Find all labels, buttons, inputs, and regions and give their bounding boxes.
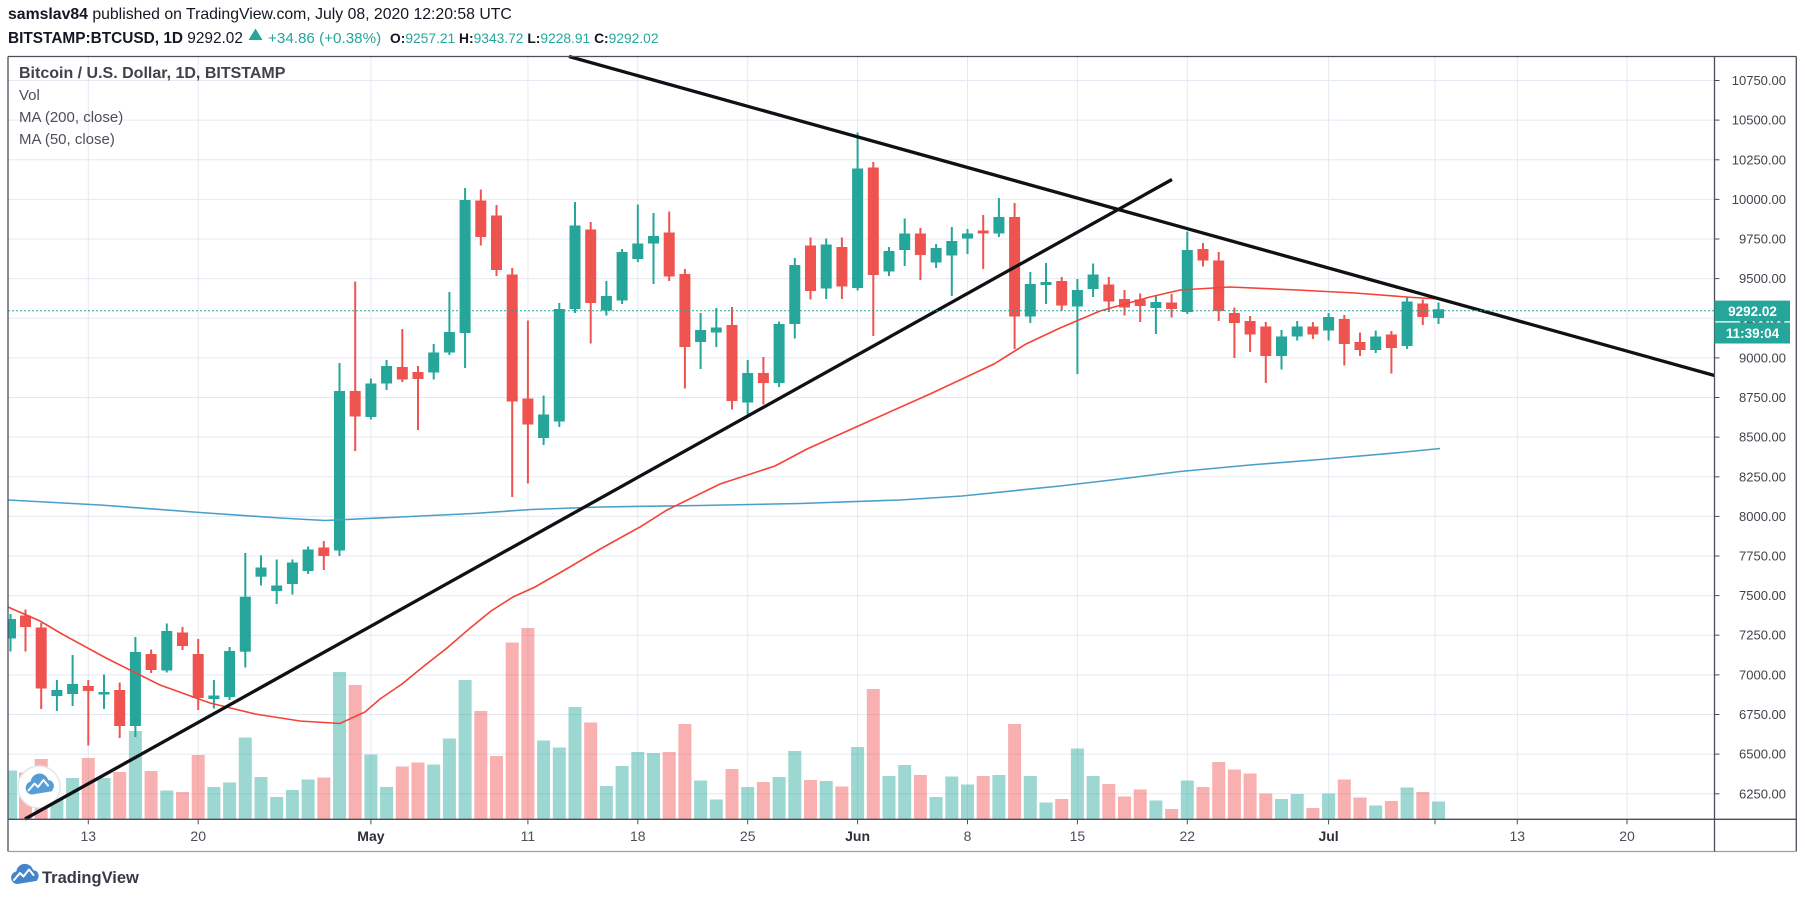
svg-text:9500.00: 9500.00 (1739, 271, 1786, 286)
svg-text:Bitcoin / U.S. Dollar, 1D, BIT: Bitcoin / U.S. Dollar, 1D, BITSTAMP (19, 65, 286, 82)
svg-text:11:39:04: 11:39:04 (1726, 326, 1780, 341)
svg-text:13: 13 (1510, 828, 1526, 844)
svg-text:10750.00: 10750.00 (1732, 73, 1786, 88)
svg-text:20: 20 (190, 828, 206, 844)
svg-text:11: 11 (521, 828, 536, 844)
svg-text:Jun: Jun (845, 828, 870, 844)
svg-text:9750.00: 9750.00 (1739, 232, 1786, 247)
svg-text:8250.00: 8250.00 (1739, 469, 1786, 484)
svg-text:9292.02: 9292.02 (1728, 304, 1777, 319)
svg-text:25: 25 (740, 828, 756, 844)
svg-text:18: 18 (630, 828, 646, 844)
svg-text:10500.00: 10500.00 (1732, 113, 1786, 128)
svg-text:20: 20 (1619, 828, 1635, 844)
svg-text:10250.00: 10250.00 (1732, 152, 1786, 167)
svg-text:7250.00: 7250.00 (1739, 628, 1786, 643)
svg-text:TradingView: TradingView (42, 869, 139, 887)
svg-text:Jul: Jul (1318, 828, 1338, 844)
svg-text:13: 13 (81, 828, 97, 844)
svg-text:+34.86 (+0.38%): +34.86 (+0.38%) (268, 30, 381, 47)
svg-text:7500.00: 7500.00 (1739, 588, 1786, 603)
svg-text:O:9257.21 H:9343.72 L:9228.91: O:9257.21 H:9343.72 L:9228.91 C:9292.02 (390, 31, 659, 46)
svg-text:6250.00: 6250.00 (1739, 786, 1786, 801)
svg-text:Vol: Vol (19, 87, 40, 104)
svg-text:8000.00: 8000.00 (1739, 509, 1786, 524)
svg-text:BITSTAMP:BTCUSD, 1D 9292.02: BITSTAMP:BTCUSD, 1D 9292.02 (8, 30, 243, 47)
svg-text:15: 15 (1070, 828, 1086, 844)
svg-text:8: 8 (964, 828, 972, 844)
svg-text:MA (50, close): MA (50, close) (19, 131, 115, 148)
svg-text:MA (200, close): MA (200, close) (19, 109, 123, 126)
svg-text:22: 22 (1180, 828, 1196, 844)
svg-text:10000.00: 10000.00 (1732, 192, 1786, 207)
svg-text:7000.00: 7000.00 (1739, 667, 1786, 682)
svg-text:8750.00: 8750.00 (1739, 390, 1786, 405)
svg-text:6500.00: 6500.00 (1739, 747, 1786, 762)
svg-text:8500.00: 8500.00 (1739, 430, 1786, 445)
svg-text:samslav84 published on Trading: samslav84 published on TradingView.com, … (8, 6, 512, 23)
svg-text:7750.00: 7750.00 (1739, 549, 1786, 564)
svg-text:May: May (357, 828, 384, 844)
svg-text:9000.00: 9000.00 (1739, 350, 1786, 365)
svg-text:6750.00: 6750.00 (1739, 707, 1786, 722)
